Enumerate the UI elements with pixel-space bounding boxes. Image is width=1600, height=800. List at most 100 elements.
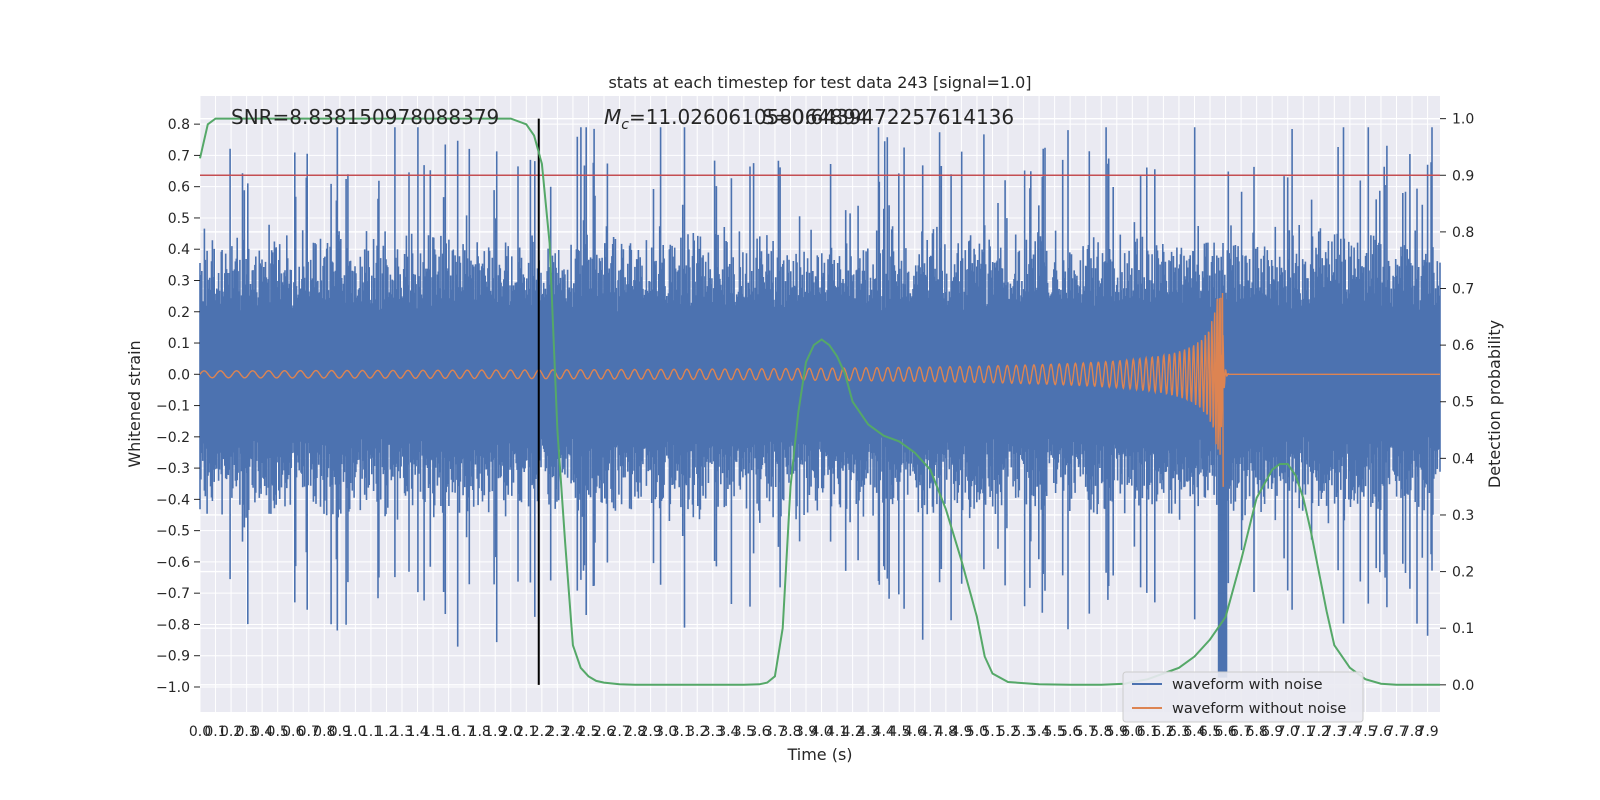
- x-tick-label: 2.4: [562, 724, 584, 740]
- x-tick-label: 3.3: [702, 724, 724, 740]
- y2-tick-label: 0.0: [1452, 678, 1474, 694]
- x-tick-label: 2.9: [639, 724, 661, 740]
- x-tick-label: 2.2: [531, 724, 553, 740]
- x-tick-label: 6.3: [1168, 724, 1190, 740]
- x-axis-label: Time (s): [786, 745, 852, 764]
- x-tick-label: 0.8: [313, 724, 335, 740]
- x-tick-label: 5.9: [1106, 724, 1128, 740]
- legend: waveform with noise waveform without noi…: [1122, 671, 1364, 723]
- x-tick-label: 3.7: [764, 724, 786, 740]
- x-tick-label: 4.9: [950, 724, 972, 740]
- x-tick-label: 3.9: [795, 724, 817, 740]
- x-tick-label: 0.3: [235, 724, 257, 740]
- y2-tick-label: 0.4: [1452, 451, 1474, 467]
- y-tick-label: 0.4: [168, 242, 190, 258]
- chirp-mass-subscript: c: [621, 117, 629, 133]
- x-tick-label: 7.0: [1277, 724, 1299, 740]
- x-tick-label: 1.5: [422, 724, 444, 740]
- x-tick-label: 0.9: [329, 724, 351, 740]
- chirp-trace: [199, 292, 1440, 487]
- x-tick-label: 3.4: [717, 724, 739, 740]
- y2-tick-label: 0.5: [1452, 395, 1474, 411]
- x-tick-label: 3.2: [686, 724, 708, 740]
- detection-probability-curve: [199, 117, 1440, 686]
- x-tick-label: 1.8: [469, 724, 491, 740]
- x-tick-label: 0.4: [251, 724, 273, 740]
- y-tick-label: 0.6: [168, 180, 190, 196]
- x-tick-label: 7.8: [1401, 724, 1423, 740]
- y-tick-label: −0.4: [156, 492, 190, 508]
- y-tick-label: 0.3: [168, 273, 190, 289]
- x-tick-label: 5.8: [1090, 724, 1112, 740]
- x-tick-label: 5.0: [966, 724, 988, 740]
- x-tick-label: 4.6: [904, 724, 926, 740]
- y-tick-label: 0.5: [168, 211, 190, 227]
- x-tick-label: 4.2: [841, 724, 863, 740]
- x-tick-label: 5.7: [1075, 724, 1097, 740]
- x-tick-label: 4.1: [826, 724, 848, 740]
- x-tick-label: 3.8: [779, 724, 801, 740]
- x-tick-label: 7.5: [1354, 724, 1376, 740]
- y-tick-label: 0.7: [168, 148, 190, 164]
- x-tick-label: 4.4: [873, 724, 895, 740]
- x-tick-label: 5.2: [997, 724, 1019, 740]
- x-tick-label: 6.6: [1214, 724, 1236, 740]
- x-tick-label: 3.0: [655, 724, 677, 740]
- y2-axis-label: Detection probability: [1485, 320, 1504, 488]
- x-tick-label: 6.9: [1261, 724, 1283, 740]
- y-axis-label: Whitened strain: [125, 340, 144, 467]
- y-tick-label: −1.0: [156, 680, 190, 696]
- y2-tick-label: 0.2: [1452, 565, 1474, 581]
- y-tick-label: −0.5: [156, 524, 190, 540]
- x-tick-label: 3.1: [671, 724, 693, 740]
- x-tick-label: 6.2: [1152, 724, 1174, 740]
- x-tick-label: 1.2: [375, 724, 397, 740]
- overlap-annotation: S=0.6439472257614136: [762, 105, 1014, 129]
- x-tick-label: 7.6: [1370, 724, 1392, 740]
- x-tick-label: 0.2: [220, 724, 242, 740]
- x-tick-label: 7.3: [1323, 724, 1345, 740]
- x-tick-label: 2.6: [593, 724, 615, 740]
- chart-title: stats at each timestep for test data 243…: [608, 73, 1031, 92]
- y-tick-label: −0.1: [156, 399, 190, 415]
- y2-axis-ticks: 1.0 0.9 0.8 0.7 0.6 0.5 0.4 0.3 0.2 0.1 0.0: [1440, 112, 1474, 694]
- y2-tick-label: 0.6: [1452, 338, 1474, 354]
- x-tick-label: 4.5: [888, 724, 910, 740]
- x-tick-label: 6.8: [1246, 724, 1268, 740]
- x-tick-label: 4.3: [857, 724, 879, 740]
- y-tick-label: −0.6: [156, 555, 190, 571]
- x-tick-label: 3.5: [733, 724, 755, 740]
- x-tick-label: 2.8: [624, 724, 646, 740]
- y-tick-label: 0.0: [168, 367, 190, 383]
- chirp-mass-value: =11.026061058064894: [629, 105, 868, 129]
- legend-label-noise: waveform with noise: [1172, 677, 1323, 693]
- y-axis-ticks: 0.8 0.7 0.6 0.5 0.4 0.3 0.2 0.1 0.0 −0.1 −0.2 −0.3 −…: [156, 117, 200, 696]
- x-tick-label: 1.3: [391, 724, 413, 740]
- legend-box: [1122, 671, 1364, 723]
- y2-tick-label: 0.1: [1452, 621, 1474, 637]
- x-tick-label: 2.7: [608, 724, 630, 740]
- x-tick-label: 0.0: [189, 724, 211, 740]
- snr-annotation: SNR=8.838150978088379: [231, 105, 499, 129]
- x-tick-label: 1.1: [360, 724, 382, 740]
- x-tick-label: 6.4: [1183, 724, 1205, 740]
- y2-tick-label: 0.8: [1452, 225, 1474, 241]
- chirp-mass-annotation: Mc=11.026061058064894: [604, 105, 868, 133]
- waveform-without-noise: [199, 292, 1440, 487]
- x-tick-label: 6.1: [1137, 724, 1159, 740]
- x-tick-label: 0.1: [204, 724, 226, 740]
- x-tick-label: 7.4: [1339, 724, 1361, 740]
- x-tick-label: 0.7: [298, 724, 320, 740]
- x-tick-label: 6.5: [1199, 724, 1221, 740]
- x-axis-ticks: 0.00.10.20.30.40.50.60.70.80.91.01.11.21…: [189, 724, 1439, 740]
- y2-tick-label: 0.3: [1452, 508, 1474, 524]
- y-tick-label: −0.8: [156, 617, 190, 633]
- y2-tick-label: 0.7: [1452, 282, 1474, 298]
- x-tick-label: 4.0: [810, 724, 832, 740]
- x-tick-label: 2.5: [577, 724, 599, 740]
- detection-trace: [199, 117, 1440, 686]
- x-tick-label: 2.1: [515, 724, 537, 740]
- legend-label-clean: waveform without noise: [1172, 701, 1346, 717]
- y-tick-label: −0.9: [156, 649, 190, 665]
